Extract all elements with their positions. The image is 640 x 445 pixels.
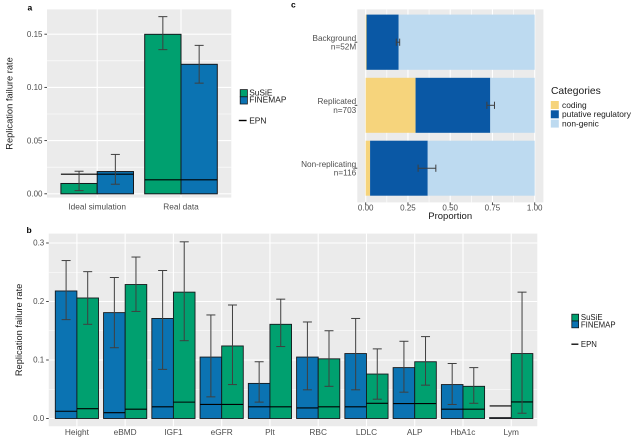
svg-text:b: b (27, 225, 32, 235)
svg-text:0.3: 0.3 (33, 239, 45, 248)
svg-text:n=116: n=116 (334, 169, 357, 178)
svg-text:HbA1c: HbA1c (451, 427, 476, 437)
svg-text:0.1: 0.1 (33, 356, 45, 365)
svg-text:Replicated: Replicated (318, 97, 357, 106)
svg-text:0.00: 0.00 (358, 204, 374, 213)
svg-text:eBMD: eBMD (114, 427, 137, 437)
svg-text:IGF1: IGF1 (164, 427, 183, 437)
svg-text:eGFR: eGFR (211, 427, 233, 437)
svg-text:Replication failure rate: Replication failure rate (5, 57, 15, 150)
svg-text:LDLC: LDLC (356, 427, 377, 437)
svg-text:Proportion: Proportion (428, 211, 472, 222)
svg-text:Categories: Categories (551, 86, 601, 97)
svg-text:1.00: 1.00 (527, 204, 543, 213)
svg-text:0.05: 0.05 (27, 136, 43, 145)
svg-text:SuSiE: SuSiE (581, 313, 603, 322)
svg-text:coding: coding (562, 100, 587, 110)
svg-text:FINEMAP: FINEMAP (249, 95, 287, 105)
svg-text:0.50: 0.50 (442, 204, 458, 213)
svg-text:EPN: EPN (581, 340, 597, 349)
svg-text:a: a (28, 3, 33, 13)
svg-text:0.15: 0.15 (27, 30, 43, 39)
svg-text:RBC: RBC (309, 427, 327, 437)
svg-text:SuSiE: SuSiE (249, 87, 273, 97)
svg-text:Replication failure rate: Replication failure rate (14, 284, 24, 377)
svg-text:0.75: 0.75 (485, 204, 501, 213)
svg-text:ALP: ALP (407, 427, 423, 437)
svg-text:Background: Background (312, 34, 356, 43)
svg-text:EPN: EPN (249, 115, 266, 125)
svg-text:n=52M: n=52M (331, 43, 356, 52)
svg-text:Plt: Plt (265, 427, 275, 437)
svg-text:c: c (291, 0, 296, 10)
svg-text:Lym: Lym (504, 427, 519, 437)
svg-text:FINEMAP: FINEMAP (581, 320, 616, 329)
svg-text:Non-replicating: Non-replicating (301, 160, 357, 169)
svg-text:Ideal simulation: Ideal simulation (68, 202, 126, 212)
svg-text:0.2: 0.2 (33, 297, 45, 306)
svg-text:0.00: 0.00 (27, 190, 43, 199)
svg-text:0.25: 0.25 (400, 204, 416, 213)
svg-text:Real data: Real data (163, 202, 199, 212)
svg-text:0.0: 0.0 (33, 414, 45, 423)
svg-text:putative regulatory: putative regulatory (562, 109, 632, 119)
svg-text:0.10: 0.10 (27, 83, 43, 92)
svg-text:n=703: n=703 (333, 106, 356, 115)
svg-text:Height: Height (65, 427, 90, 437)
svg-text:non-genic: non-genic (562, 118, 599, 128)
